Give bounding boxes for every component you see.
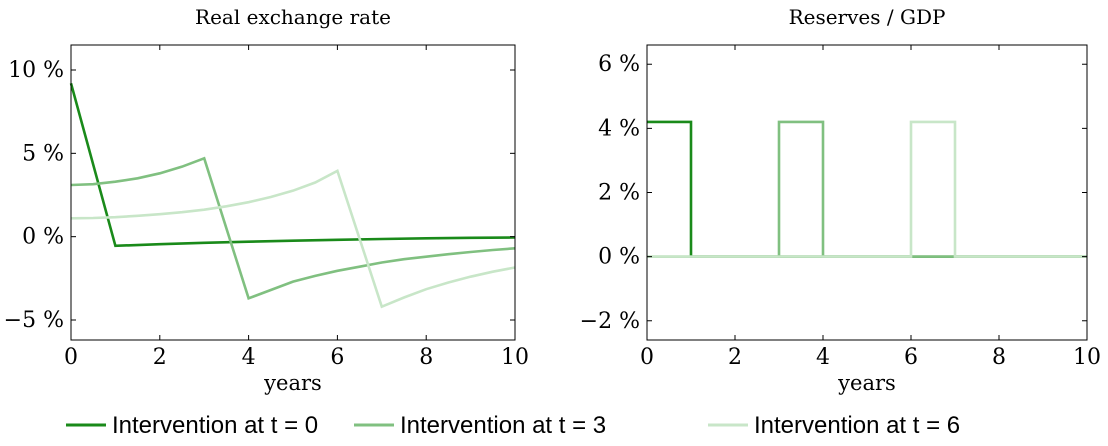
y-tick-label: 0 % <box>22 225 64 250</box>
x-axis-label: years <box>837 371 896 395</box>
chart-panel-2: Reserves / GDP 0 2 4 6 8 10 −2 % 0 % 2 % 4 % 6 % yea… <box>580 5 1101 395</box>
x-tick-label: 6 <box>330 345 344 370</box>
legend-label: Intervention at t = 6 <box>754 412 960 439</box>
chart-panel-1: Real exchange rate 0 2 4 6 8 10 −5 % 0 % 5 % 10 % y… <box>4 5 529 395</box>
x-tick-label: 2 <box>153 345 167 370</box>
x-axis-label: years <box>263 371 322 395</box>
series-line-2 <box>647 120 1087 258</box>
x-tick-label: 4 <box>242 345 256 370</box>
chart-title: Reserves / GDP <box>789 5 946 29</box>
x-tick-label: 0 <box>640 345 654 370</box>
x-tick-label: 0 <box>64 345 78 370</box>
series-line-1 <box>69 82 516 248</box>
plot-frame <box>70 44 516 341</box>
y-tick-label: −5 % <box>4 308 64 333</box>
y-tick-label: 5 % <box>22 141 64 166</box>
y-tick-label: 10 % <box>8 58 64 83</box>
x-tick-label: 4 <box>816 345 830 370</box>
x-tick-label: 2 <box>728 345 742 370</box>
legend-item-2: Intervention at t = 3 <box>354 412 606 439</box>
series-line-1 <box>647 120 1087 258</box>
legend-label: Intervention at t = 0 <box>112 412 318 439</box>
y-tick-label: 4 % <box>598 116 640 141</box>
x-tick-label: 8 <box>419 345 433 370</box>
x-tick-label: 10 <box>1073 345 1101 370</box>
legend-label: Intervention at t = 3 <box>400 412 606 439</box>
y-tick-label: 0 % <box>598 245 640 270</box>
plot-frame <box>646 44 1088 341</box>
series-line-2 <box>70 156 516 301</box>
x-tick-label: 8 <box>992 345 1006 370</box>
series-line-3 <box>647 120 1087 258</box>
y-tick-label: 2 % <box>598 181 640 206</box>
x-tick-label: 10 <box>501 345 529 370</box>
x-tick-label: 6 <box>904 345 918 370</box>
legend-item-1: Intervention at t = 0 <box>66 412 318 439</box>
chart-title: Real exchange rate <box>195 5 391 29</box>
legend: Intervention at t = 0 Intervention at t =… <box>66 412 960 439</box>
series-line-3 <box>70 168 516 309</box>
y-tick-label: 6 % <box>598 52 640 77</box>
legend-item-3: Intervention at t = 6 <box>708 412 960 439</box>
y-tick-label: −2 % <box>580 309 640 334</box>
